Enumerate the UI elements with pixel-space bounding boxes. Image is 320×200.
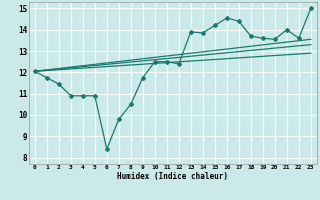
X-axis label: Humidex (Indice chaleur): Humidex (Indice chaleur) <box>117 172 228 181</box>
